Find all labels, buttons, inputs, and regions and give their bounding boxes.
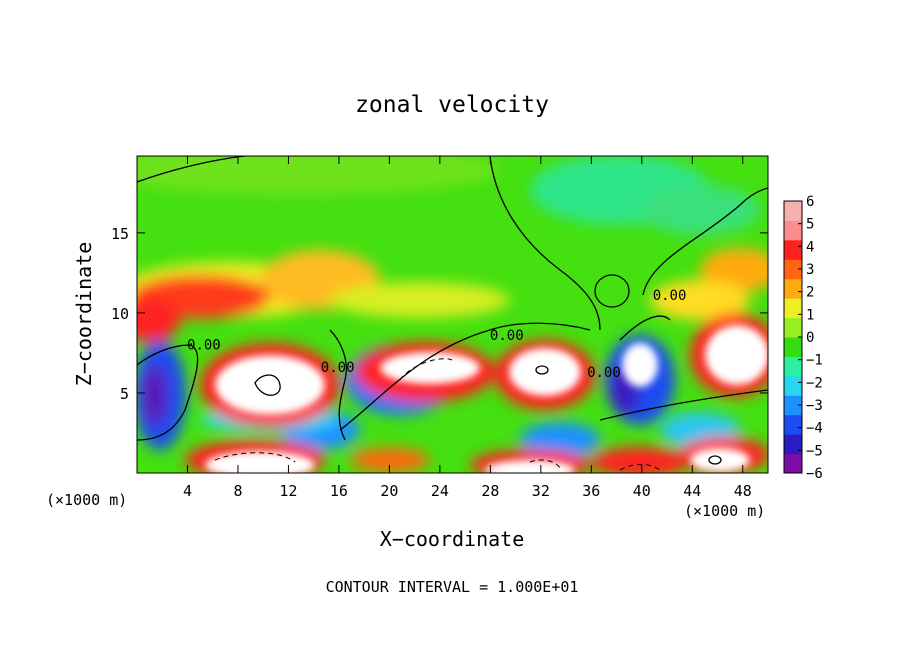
colorbar-label: 4 bbox=[806, 239, 814, 255]
colorbar-label: 0 bbox=[806, 330, 814, 346]
x-tick-label: 36 bbox=[582, 482, 600, 500]
colorbar-label: −1 bbox=[806, 353, 823, 369]
contour-label: 0.00 bbox=[490, 328, 524, 344]
colorbar-swatch bbox=[784, 414, 802, 435]
x-tick-label: 32 bbox=[532, 482, 550, 500]
contour-label: 0.00 bbox=[187, 338, 221, 354]
colorbar-label: 6 bbox=[806, 194, 814, 210]
x-tick-label: 40 bbox=[633, 482, 651, 500]
colorbar-swatch bbox=[784, 317, 802, 338]
colorbar-swatch bbox=[784, 239, 802, 260]
velocity-field bbox=[137, 156, 768, 473]
colorbar-swatch bbox=[784, 278, 802, 299]
y-axis-ticks: 5 10 15 bbox=[111, 225, 768, 403]
contour-label: 0.00 bbox=[321, 360, 355, 376]
x-tick-label: 28 bbox=[481, 482, 499, 500]
x-axis-ticks: 4 8 12 16 20 24 28 32 36 40 44 48 bbox=[183, 156, 752, 500]
x-tick-label: 4 bbox=[183, 482, 192, 500]
colorbar-swatch bbox=[784, 356, 802, 377]
colorbar-label: 2 bbox=[806, 285, 814, 301]
x-tick-label: 8 bbox=[233, 482, 242, 500]
chart-title: zonal velocity bbox=[355, 92, 549, 118]
x-tick-label: 12 bbox=[279, 482, 297, 500]
y-tick-label: 10 bbox=[111, 305, 129, 323]
y-tick-label: 5 bbox=[120, 385, 129, 403]
x-axis-label: X−coordinate bbox=[380, 527, 525, 551]
colorbar-swatch bbox=[784, 259, 802, 280]
x-tick-label: 48 bbox=[734, 482, 752, 500]
y-tick-label: 15 bbox=[111, 225, 129, 243]
x-tick-label: 16 bbox=[330, 482, 348, 500]
colorbar-label: 5 bbox=[806, 217, 814, 233]
x-tick-label: 24 bbox=[431, 482, 449, 500]
colorbar-swatch bbox=[784, 220, 802, 241]
colorbar-swatch bbox=[784, 337, 802, 357]
y-axis-label: Z−coordinate bbox=[72, 242, 96, 387]
colorbar-swatch bbox=[784, 375, 802, 396]
x-tick-label: 20 bbox=[380, 482, 398, 500]
colorbar-label: −5 bbox=[806, 443, 823, 459]
contour-label: 0.00 bbox=[587, 365, 621, 381]
contour-interval-note: CONTOUR INTERVAL = 1.000E+01 bbox=[326, 578, 579, 596]
colorbar-swatch bbox=[784, 298, 802, 319]
colorbar-label: −4 bbox=[806, 421, 823, 437]
colorbar-label: 3 bbox=[806, 262, 814, 278]
colorbar-label: −3 bbox=[806, 398, 823, 414]
colorbar-swatch bbox=[784, 395, 802, 416]
colorbar-label: −2 bbox=[806, 375, 823, 391]
colorbar-swatch bbox=[784, 453, 802, 474]
colorbar-label: 1 bbox=[806, 307, 814, 323]
colorbar-swatch bbox=[784, 434, 802, 455]
contour-labels: 0.00 0.00 0.00 0.00 0.00 bbox=[187, 288, 686, 381]
colorbar: −6 −5 −4 −3 −2 −1 0 1 2 3 4 5 6 bbox=[783, 194, 823, 482]
x-tick-label: 44 bbox=[683, 482, 701, 500]
contour-label: 0.00 bbox=[653, 288, 687, 304]
x-unit-right: (×1000 m) bbox=[684, 502, 765, 520]
x-unit-left: (×1000 m) bbox=[46, 491, 127, 509]
plot-frame bbox=[136, 155, 769, 474]
colorbar-swatch bbox=[784, 201, 802, 221]
colorbar-label: −6 bbox=[806, 466, 823, 482]
